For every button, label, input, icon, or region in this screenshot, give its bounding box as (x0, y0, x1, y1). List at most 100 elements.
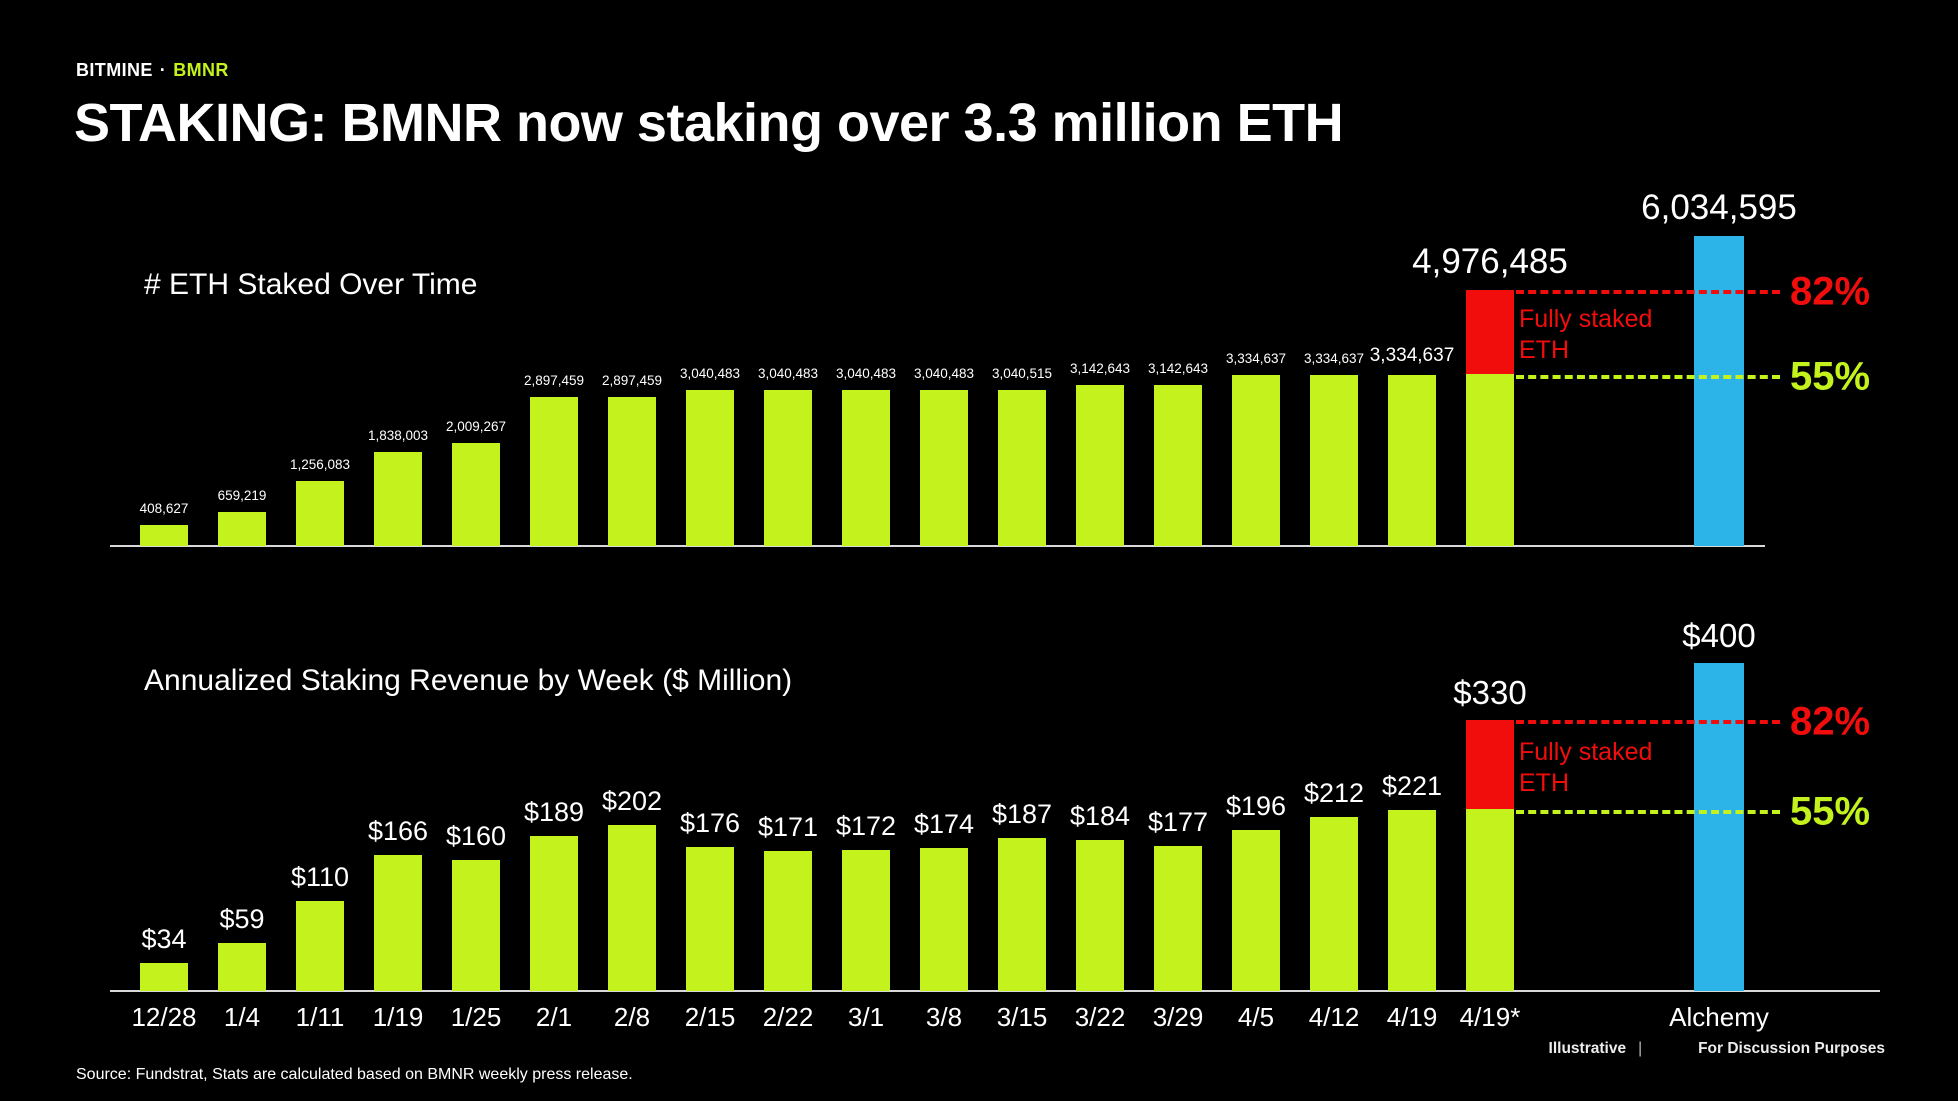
x-label: 1/11 (295, 1002, 345, 1032)
bar (530, 836, 578, 991)
x-label: 1/4 (223, 1002, 261, 1032)
eth-staked-82pct-label: 82% (1790, 269, 1871, 314)
bar-value-label: 2,897,459 (601, 373, 663, 389)
bar (764, 390, 812, 546)
eth-staked-plot-area: 408,627 659,219 1,256,083 1,838,003 2,009,26… (125, 188, 1958, 546)
staking-revenue-55pct-dashed-line (1516, 810, 1780, 814)
bar (842, 390, 890, 546)
bar (1388, 810, 1436, 991)
bar (608, 825, 656, 991)
staking-revenue-55pct-label: 55% (1790, 789, 1871, 834)
brand-separator: · (159, 60, 167, 80)
bar (1232, 830, 1280, 991)
bar-value-label: 3,142,643 (1069, 361, 1131, 377)
bar-value-label: $176 (679, 807, 741, 838)
bar-slot: $196 (1217, 641, 1295, 991)
bar-slot: 3,040,515 (983, 206, 1061, 546)
eth-staked-55pct-label: 55% (1790, 354, 1871, 399)
bar-value-label: $177 (1147, 806, 1209, 837)
bar (374, 452, 422, 546)
bar-value-label: 3,040,483 (835, 366, 897, 382)
bar-value-label: $221 (1381, 770, 1443, 801)
bar-value-label: 3,040,483 (913, 366, 975, 382)
bar-slot: $110 (281, 641, 359, 991)
bar-slot: $221 (1373, 641, 1451, 991)
bar-slot: 2,897,459 (515, 206, 593, 546)
bar (1154, 846, 1202, 991)
bar (1694, 663, 1744, 991)
bar-value-label: $166 (367, 815, 429, 846)
bar-value-label: $160 (445, 820, 507, 851)
x-label: 2/15 (684, 1002, 736, 1032)
staking-revenue-82pct-label: 82% (1790, 699, 1871, 744)
eth-staked-55pct-dashed-line (1516, 375, 1780, 379)
brand-ticker: BMNR (173, 60, 229, 80)
bar (920, 390, 968, 546)
bar (218, 512, 266, 546)
bar (1076, 385, 1124, 546)
x-label: 3/1 (847, 1002, 885, 1032)
x-label: 3/29 (1152, 1002, 1204, 1032)
bar-value-label: $172 (835, 810, 897, 841)
x-axis: 12/28 1/4 1/11 1/19 1/25 2/1 2/8 2/15 2/22 3/1 3/8… (125, 1002, 1768, 1033)
bar-slot: 1,256,083 (281, 206, 359, 546)
bar (218, 943, 266, 991)
x-label: 4/19* (1459, 1002, 1521, 1032)
x-label: 1/19 (372, 1002, 424, 1032)
bar (140, 525, 188, 546)
bar-red-segment (1466, 720, 1514, 809)
brand-name: BITMINE (76, 60, 153, 80)
bar (998, 838, 1046, 991)
footer-divider: | (1638, 1040, 1643, 1057)
bar-value-label: 6,034,595 (1641, 187, 1797, 227)
bar-slot: $202 (593, 641, 671, 991)
bar-value-label: $184 (1069, 800, 1131, 831)
staking-revenue-82pct-dashed-line (1516, 720, 1780, 724)
bar (764, 851, 812, 991)
bar-slot: 3,142,643 (1139, 206, 1217, 546)
x-label: 4/19 (1386, 1002, 1438, 1032)
staking-revenue-fully-staked-note: Fully staked ETH (1519, 738, 1653, 798)
bar-stacked (1466, 720, 1514, 991)
x-label: 2/22 (762, 1002, 814, 1032)
bar-value-label: $189 (523, 796, 585, 827)
eth-staked-82pct-dashed-line (1516, 290, 1780, 294)
bar (1694, 236, 1744, 546)
bar (1232, 375, 1280, 546)
x-label: 3/15 (996, 1002, 1048, 1032)
bar-value-label: 3,334,637 (1369, 345, 1455, 367)
bar (296, 481, 344, 546)
bar-green-segment (1466, 374, 1514, 546)
bar-value-label: 4,976,485 (1412, 241, 1568, 281)
bar-value-label: $174 (913, 808, 975, 839)
bar-value-label: $330 (1453, 674, 1527, 712)
bar-slot: 3,142,643 (1061, 206, 1139, 546)
x-label: 3/8 (925, 1002, 963, 1032)
bar-value-label: 659,219 (217, 488, 267, 504)
bar-value-label: 1,838,003 (367, 428, 429, 444)
bar-slot: $176 (671, 641, 749, 991)
bar-green-segment (1466, 809, 1514, 991)
bar-slot: $34 (125, 641, 203, 991)
bar (920, 848, 968, 991)
staking-revenue-chart: $34 $59 $110 $166 $160 $189 $202 $176 $171 $172 $1… (110, 617, 1958, 992)
bar (296, 901, 344, 991)
x-label: 12/28 (131, 1002, 197, 1032)
x-label: 2/1 (535, 1002, 573, 1032)
bar (452, 860, 500, 991)
bar-slot: 408,627 (125, 206, 203, 546)
bar (1310, 375, 1358, 546)
bar-slot: 6,034,595 (1641, 188, 1797, 546)
brand-kicker: BITMINE · BMNR (76, 60, 229, 81)
bar (842, 850, 890, 991)
footer-source: Source: Fundstrat, Stats are calculated … (76, 1066, 633, 1083)
staking-revenue-axis-line (110, 990, 1880, 992)
bar-slot: $174 (905, 641, 983, 991)
eth-staked-chart-title: # ETH Staked Over Time (144, 268, 478, 301)
bar-slot: $171 (749, 641, 827, 991)
bar (1076, 840, 1124, 991)
bar-slot: 3,040,483 (827, 206, 905, 546)
slide-title: STAKING: BMNR now staking over 3.3 milli… (74, 93, 1344, 153)
bar (686, 390, 734, 546)
